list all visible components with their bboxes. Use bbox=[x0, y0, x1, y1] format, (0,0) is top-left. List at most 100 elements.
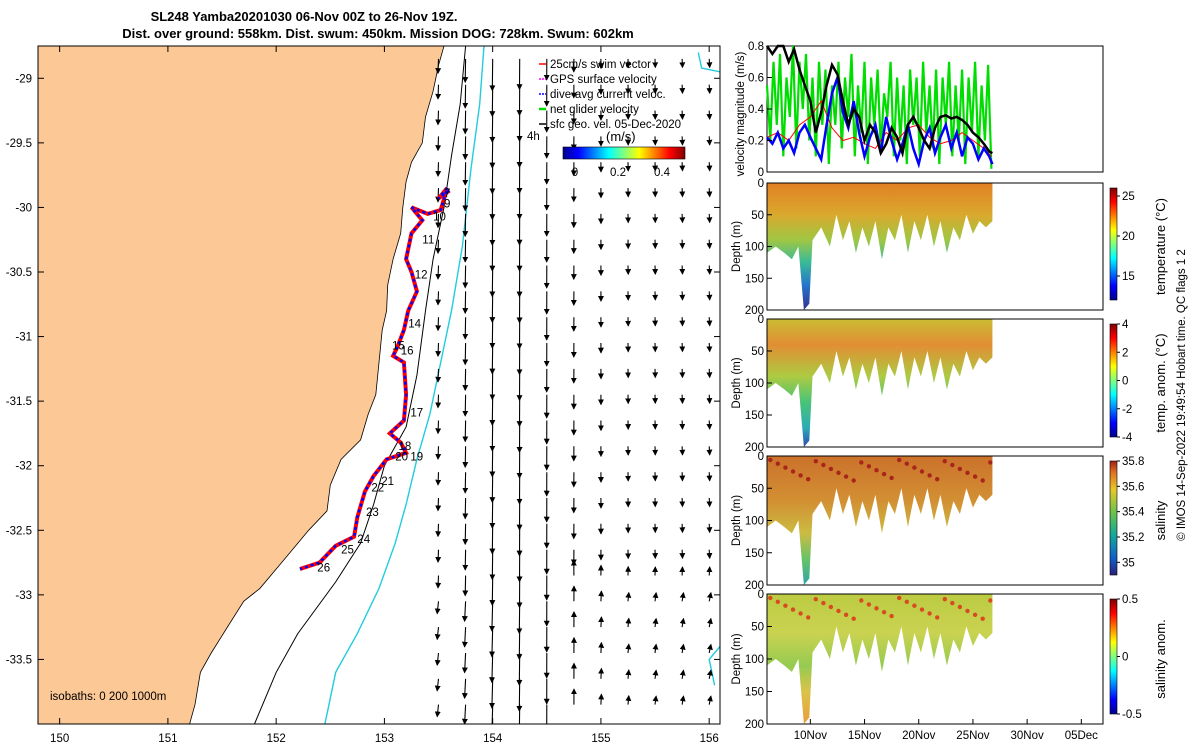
salinity-spike bbox=[889, 613, 894, 619]
salinity-spike bbox=[950, 600, 955, 606]
velocity-arrow bbox=[435, 239, 442, 255]
date-tick-label: 15Nov bbox=[848, 730, 881, 742]
map-ytick-label: -33 bbox=[15, 590, 32, 602]
velocity-arrow bbox=[679, 643, 686, 654]
velocity-arrow bbox=[435, 162, 442, 177]
colorbar-tick-label: -2 bbox=[1122, 404, 1132, 416]
legend-sfc-geo: sfc geo. vel. 05-Dec-2020 bbox=[550, 119, 681, 131]
velocity-arrow bbox=[461, 652, 468, 674]
velocity-arrow bbox=[706, 58, 713, 69]
velocity-arrow bbox=[489, 601, 496, 632]
salinity-spike bbox=[980, 616, 985, 621]
salinity-spike bbox=[957, 466, 963, 472]
salinity-spike bbox=[874, 468, 879, 473]
salinity-spike bbox=[783, 465, 788, 470]
section-ytick-label: 50 bbox=[751, 483, 764, 495]
velocity-arrow bbox=[625, 669, 632, 679]
day-label: 11 bbox=[422, 235, 434, 247]
velocity-ylabel: velocity magnitude (m/s) bbox=[735, 52, 747, 177]
section-field bbox=[767, 319, 993, 447]
velocity-ytick-label: 0 bbox=[758, 167, 764, 179]
section-panel-salinity-anom: 0 50 100 150 200 Depth (m) 0.5 0 -0.5 salinity an… bbox=[731, 589, 1168, 731]
salinity-spike bbox=[821, 462, 826, 468]
map-xtick-label: 156 bbox=[700, 733, 719, 745]
velocity-arrow bbox=[706, 472, 713, 482]
day-label: 15 bbox=[392, 341, 405, 353]
velocity-arrow bbox=[706, 162, 713, 172]
velocity-arrow bbox=[435, 342, 442, 358]
velocity-arrow bbox=[434, 601, 441, 615]
salinity-spike bbox=[813, 597, 818, 602]
velocity-arrow bbox=[435, 213, 442, 229]
velocity-ytick-label: 0.2 bbox=[748, 136, 764, 148]
footer-credit: © IMOS 14-Sep-2022 19:49:54 Hobart time.… bbox=[1176, 249, 1188, 541]
velocity-arrow bbox=[652, 669, 659, 679]
date-tick-label: 05Dec bbox=[1065, 730, 1098, 742]
velocity-ytick-label: 0.8 bbox=[748, 41, 764, 53]
map-ytick-label: -29 bbox=[15, 73, 32, 85]
salinity-spike bbox=[988, 460, 993, 465]
velocity-arrow bbox=[461, 627, 468, 648]
salinity-spike bbox=[942, 597, 947, 602]
legend-net: net glider velocity bbox=[550, 104, 639, 116]
velocity-arrow bbox=[625, 694, 632, 705]
colorbar-tick-label: 0 bbox=[1122, 652, 1128, 664]
day-label: 17 bbox=[410, 408, 423, 420]
salinity-spike bbox=[881, 610, 887, 615]
map-ytick-label: -33.5 bbox=[6, 654, 32, 666]
salinity-spike bbox=[866, 464, 872, 469]
salinity-spike bbox=[783, 603, 788, 608]
map-ytick-label: -30 bbox=[15, 202, 32, 214]
section-ytick-label: 100 bbox=[745, 516, 764, 528]
salinity-spike bbox=[927, 473, 932, 478]
velocity-arrow bbox=[652, 643, 659, 654]
section-panel-temperature: 0 50 100 150 200 Depth (m) 25 20 15 temperature (… bbox=[731, 178, 1168, 317]
section-ytick-label: 0 bbox=[758, 589, 764, 601]
colorbar-tick-label: 20 bbox=[1122, 231, 1135, 243]
day-label: 24 bbox=[357, 534, 370, 546]
salinity-spike bbox=[828, 466, 834, 472]
salinity-spike bbox=[919, 469, 925, 474]
section-colorbar bbox=[1109, 460, 1118, 576]
salinity-spike bbox=[912, 465, 917, 470]
day-label: 23 bbox=[366, 507, 379, 519]
velocity-line bbox=[765, 44, 993, 158]
salinity-spike bbox=[851, 616, 856, 621]
velocity-arrow bbox=[489, 652, 496, 684]
salinity-spike bbox=[889, 475, 894, 481]
velocity-arrow bbox=[706, 549, 713, 560]
colorbar-tick-label: 35.8 bbox=[1122, 456, 1144, 468]
velocity-arrow bbox=[706, 394, 713, 405]
colorbar-tick-label: 2 bbox=[1122, 347, 1128, 359]
section-ytick-label: 100 bbox=[745, 242, 764, 254]
section-panel-salinity: 0 50 100 150 200 Depth (m) 35.8 35.6 35.4 35.2 35 s… bbox=[731, 451, 1168, 592]
salinity-spike bbox=[843, 612, 849, 617]
colorbar-tick-label: 0.5 bbox=[1122, 594, 1138, 606]
salinity-spike bbox=[965, 608, 970, 614]
salinity-spike bbox=[828, 604, 834, 610]
date-tick-label: 10Nov bbox=[794, 730, 827, 742]
colorbar-tick-label: 35.2 bbox=[1122, 532, 1144, 544]
velocity-arrow bbox=[435, 84, 442, 100]
velocity-arrow bbox=[598, 590, 605, 602]
salinity-spike bbox=[798, 611, 803, 616]
colorbar-label: temperature (°C) bbox=[1153, 198, 1168, 295]
velocity-arrow bbox=[461, 704, 468, 724]
section-ytick-label: 150 bbox=[745, 410, 764, 422]
day-label: 10 bbox=[433, 211, 446, 223]
colorbar-unit: (m/s) bbox=[606, 129, 636, 144]
map-ytick-label: -32 bbox=[15, 461, 32, 473]
section-ytick-label: 100 bbox=[745, 378, 764, 390]
map-xtick-label: 153 bbox=[375, 733, 394, 745]
velocity-arrow bbox=[435, 110, 442, 126]
section-colorbar bbox=[1109, 598, 1118, 715]
velocity-arrow bbox=[679, 669, 686, 679]
map-xtick-label: 151 bbox=[158, 733, 177, 745]
velocity-arrow bbox=[706, 368, 713, 379]
velocity-arrow bbox=[435, 58, 442, 75]
title-line2: Dist. over ground: 558km. Dist. swum: 45… bbox=[122, 26, 634, 41]
velocity-arrow bbox=[625, 591, 632, 602]
